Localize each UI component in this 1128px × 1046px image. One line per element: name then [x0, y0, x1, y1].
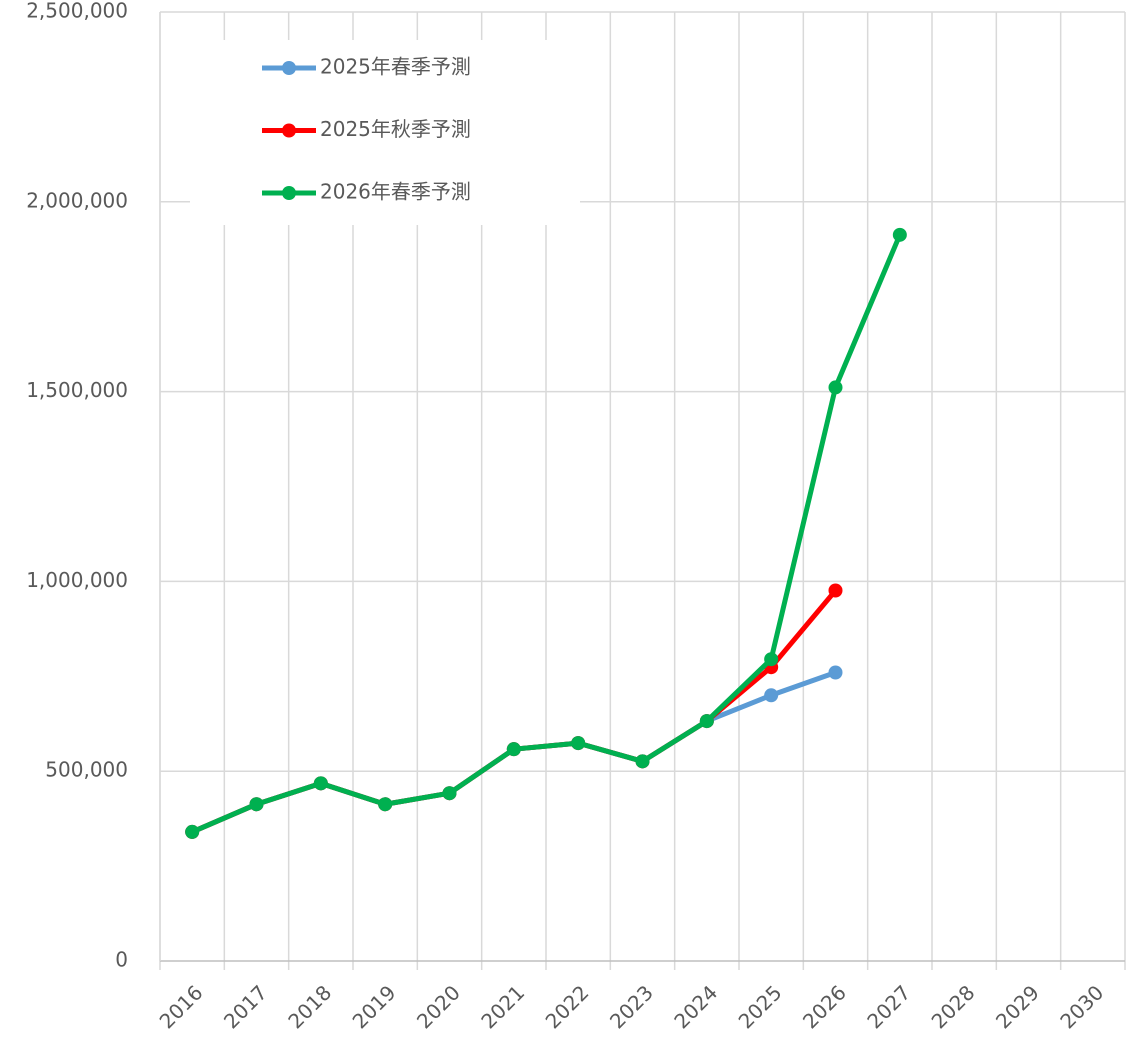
y-tick-label: 1,000,000 [26, 568, 128, 592]
data-point [185, 824, 200, 839]
y-tick-label: 1,500,000 [26, 378, 128, 402]
series-line [191, 233, 903, 835]
x-tick-label: 2028 [927, 980, 980, 1033]
data-point [506, 742, 521, 757]
x-tick-label: 2026 [798, 980, 851, 1033]
y-tick-label: 2,000,000 [26, 188, 128, 212]
data-point [892, 227, 907, 242]
y-tick-label: 2,500,000 [26, 0, 128, 23]
y-tick-label: 500,000 [45, 758, 128, 782]
data-point [635, 754, 650, 769]
data-point [764, 652, 779, 667]
data-point [313, 776, 328, 791]
x-tick-label: 2029 [991, 980, 1044, 1033]
x-tick-label: 2020 [412, 980, 465, 1033]
legend-marker [282, 123, 296, 138]
x-tick-label: 2021 [476, 980, 529, 1033]
data-point [699, 714, 714, 729]
legend-label: 2025年春季予測 [320, 55, 471, 79]
data-point [764, 688, 779, 703]
y-tick-label: 0 [115, 948, 128, 972]
x-tick-label: 2024 [669, 980, 722, 1033]
data-point [378, 797, 393, 812]
data-point [828, 665, 843, 680]
x-tick-label: 2027 [862, 980, 915, 1033]
legend-marker [282, 61, 296, 75]
x-tick-label: 2025 [734, 980, 787, 1033]
data-point [571, 736, 586, 751]
x-tick-label: 2023 [605, 980, 658, 1033]
x-tick-label: 2016 [155, 980, 208, 1033]
x-tick-label: 2018 [283, 980, 336, 1033]
legend-box [190, 40, 580, 225]
x-tick-label: 2030 [1055, 980, 1108, 1033]
x-tick-label: 2019 [348, 980, 401, 1033]
x-tick-label: 2022 [541, 980, 594, 1033]
legend-marker [282, 186, 296, 200]
data-point [249, 797, 264, 812]
data-point [828, 380, 843, 395]
legend-label: 2026年春季予測 [320, 180, 471, 204]
x-tick-label: 2017 [219, 980, 272, 1033]
legend-label: 2025年秋季予測 [320, 117, 471, 141]
data-point [828, 583, 843, 598]
data-point [442, 786, 457, 801]
